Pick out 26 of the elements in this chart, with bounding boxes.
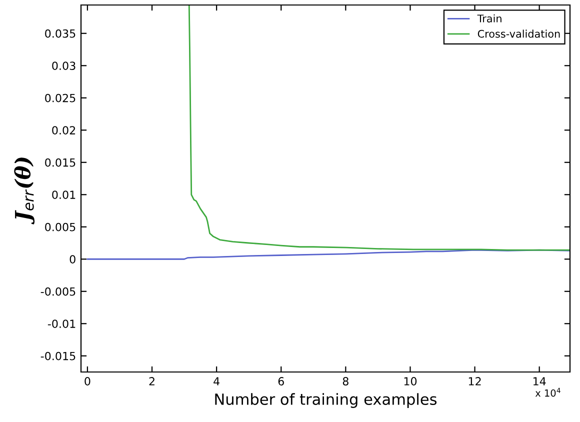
legend-label: Train [477,14,502,22]
y-tick-label: 0.025 [45,94,76,102]
line-series [188,5,570,251]
x-tick-label: 8 [342,377,348,386]
line-series [86,249,570,260]
x-tick-label: 12 [468,377,481,386]
y-tick-label: 0.03 [52,62,76,70]
y-tick-label: -0.015 [40,352,76,360]
y-tick-label: -0.01 [48,320,76,328]
x-axis-title: Number of training examples [215,393,437,408]
y-tick-label: 0.015 [45,158,76,167]
x-tick-label: 2 [149,377,154,386]
y-tick-label: 0.035 [45,29,76,38]
text: x 10$^{4}$ [535,388,560,397]
y-tick-label: 0.02 [52,126,76,135]
y-tick-label: 0.01 [52,190,76,200]
x-tick-label: 10 [404,377,417,386]
y-tick-label: 0 [70,255,76,264]
x-tick-label: 0 [84,377,90,386]
x-tick-label: 4 [214,377,220,386]
x-tick-label: 14 [533,377,546,386]
x-tick-label: 6 [278,377,284,386]
y-axis-title: J$_{err}$(θ) [14,158,35,224]
y-tick-label: 0.005 [45,222,76,232]
legend-label: Cross-validation [478,30,560,38]
y-tick-label: -0.005 [40,287,76,296]
